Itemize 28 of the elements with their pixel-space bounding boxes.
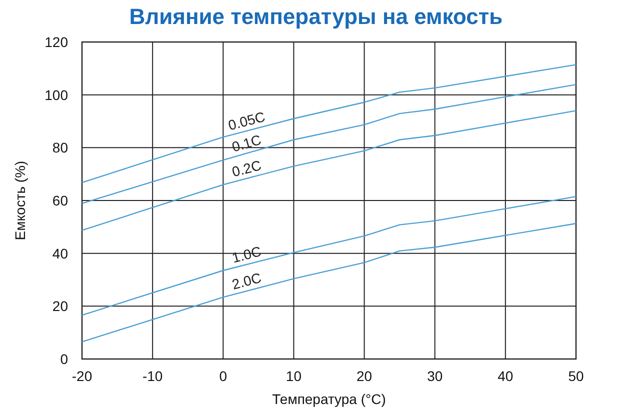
chart-title: Влияние температуры на емкость <box>129 4 503 29</box>
text: 0.2C <box>230 156 263 180</box>
x-tick-label: -20 <box>72 368 92 384</box>
y-tick-label: 60 <box>52 192 68 208</box>
line-series <box>81 196 577 316</box>
x-tick-label: 20 <box>356 368 372 384</box>
text: 0.05C <box>226 108 267 134</box>
text: 2.0C <box>230 269 263 292</box>
y-tick-label: 80 <box>52 140 68 156</box>
y-tick-label: 40 <box>52 245 68 262</box>
y-tick-label: 20 <box>52 298 68 314</box>
x-tick-label: 30 <box>427 368 443 384</box>
x-tick-label: 0 <box>219 368 228 384</box>
x-tick-label: 50 <box>568 368 584 384</box>
y-tick-label: 100 <box>44 86 68 103</box>
y-tick-label: 120 <box>44 34 68 50</box>
text: 1.0C <box>230 242 263 266</box>
x-tick-label: -10 <box>142 368 163 384</box>
line-series <box>81 84 577 204</box>
line-series <box>81 110 577 231</box>
y-tick-label: 0 <box>60 351 68 367</box>
x-tick-label: 40 <box>498 368 514 384</box>
text: 0.1C <box>230 131 263 155</box>
line-series <box>81 222 577 342</box>
x-axis-title: Температура (°C) <box>272 391 386 407</box>
x-tick-label: 10 <box>286 368 302 384</box>
y-axis-title: Емкость (%) <box>12 160 28 240</box>
line-series <box>81 64 577 184</box>
